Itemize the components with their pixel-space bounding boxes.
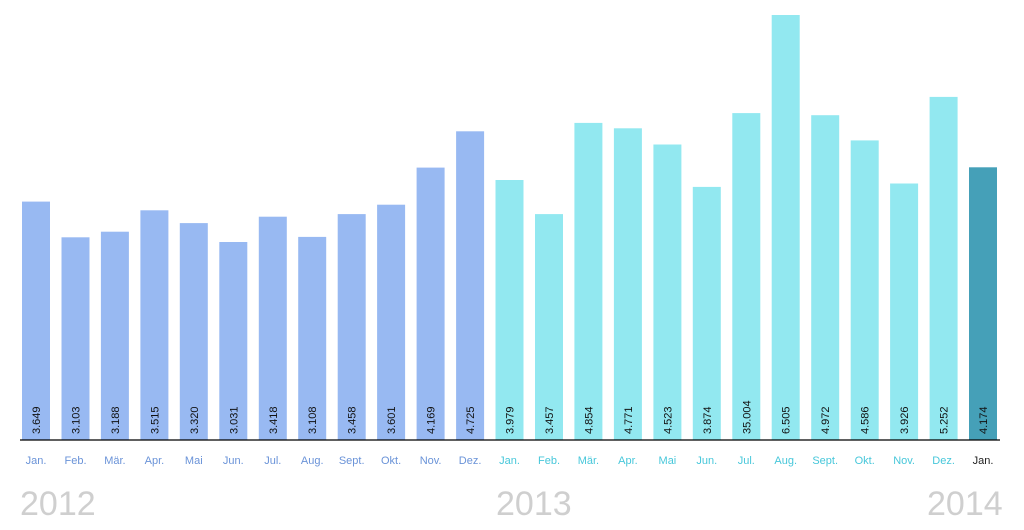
month-label: Jul. bbox=[264, 455, 281, 467]
value-label: 4.854 bbox=[583, 406, 595, 434]
value-label: 3.418 bbox=[268, 406, 280, 434]
month-label: Okt. bbox=[381, 455, 401, 467]
month-label: Jan. bbox=[499, 455, 520, 467]
year-label-2013: 2013 bbox=[496, 485, 572, 523]
value-label: 3.874 bbox=[702, 406, 714, 434]
month-label: Jun. bbox=[696, 455, 717, 467]
value-label: 3.103 bbox=[71, 406, 83, 434]
year-label-2012: 2012 bbox=[20, 485, 96, 523]
month-label: Okt. bbox=[855, 455, 875, 467]
bar bbox=[535, 214, 563, 440]
value-label: 4.972 bbox=[820, 406, 832, 434]
bar bbox=[850, 140, 879, 440]
value-label: 3.108 bbox=[307, 406, 319, 434]
bar bbox=[929, 96, 958, 441]
value-label: 3.031 bbox=[228, 406, 240, 434]
month-label: Dez. bbox=[932, 455, 955, 467]
bar bbox=[890, 183, 919, 440]
value-label: 4.771 bbox=[623, 406, 635, 434]
month-label: Aug. bbox=[301, 455, 324, 467]
value-label: 4.169 bbox=[426, 406, 438, 434]
month-label: Jul. bbox=[738, 455, 755, 467]
value-label: 3.979 bbox=[505, 406, 517, 434]
value-label: 35.004 bbox=[741, 400, 753, 434]
month-label: Nov. bbox=[420, 455, 442, 467]
bar bbox=[771, 15, 800, 440]
value-label: 6.505 bbox=[781, 406, 793, 434]
bar bbox=[337, 214, 366, 440]
month-label: Jan. bbox=[973, 455, 994, 467]
value-label: 3.649 bbox=[31, 406, 43, 434]
bar bbox=[219, 242, 248, 440]
value-label: 3.926 bbox=[899, 406, 911, 434]
bar bbox=[732, 113, 761, 440]
month-label: Jun. bbox=[223, 455, 244, 467]
bar bbox=[140, 210, 169, 440]
bar bbox=[298, 236, 327, 440]
bar bbox=[969, 167, 997, 441]
bar bbox=[574, 122, 603, 441]
bar bbox=[653, 144, 682, 440]
value-label: 4.586 bbox=[860, 406, 872, 434]
bar bbox=[377, 204, 406, 440]
value-label: 3.457 bbox=[544, 406, 556, 434]
month-label: Aug. bbox=[774, 455, 797, 467]
value-label: 3.188 bbox=[110, 406, 122, 434]
bar bbox=[258, 216, 287, 440]
bar bbox=[495, 180, 524, 440]
month-label: Mär. bbox=[578, 455, 599, 467]
value-label: 5.252 bbox=[939, 406, 951, 434]
value-label: 4.523 bbox=[662, 406, 674, 434]
bar bbox=[416, 167, 445, 440]
bar bbox=[61, 237, 90, 440]
value-label: 3.601 bbox=[386, 406, 398, 434]
month-label: Mai bbox=[185, 455, 203, 467]
bar bbox=[613, 128, 642, 441]
value-label: 3.458 bbox=[347, 406, 359, 434]
year-label-2014: 2014 bbox=[927, 485, 1003, 523]
bar bbox=[22, 201, 50, 440]
month-labels: Jan. Feb. Mär. Apr. Mai Jun. Jul. Aug. Sept. Okt.… bbox=[26, 455, 994, 467]
month-label: Sept. bbox=[812, 455, 838, 467]
bar bbox=[692, 186, 721, 440]
month-label: Apr. bbox=[618, 455, 638, 467]
value-labels: 3.649 3.103 3.188 3.515 3.320 3.031 3.418 3.108… bbox=[31, 400, 990, 434]
month-label: Jan. bbox=[26, 455, 47, 467]
month-label: Apr. bbox=[145, 455, 165, 467]
month-label: Mär. bbox=[104, 455, 125, 467]
bars bbox=[22, 15, 997, 441]
bar bbox=[811, 115, 840, 440]
bar bbox=[179, 223, 208, 440]
bar bbox=[456, 131, 485, 441]
month-label: Mai bbox=[659, 455, 677, 467]
month-label: Sept. bbox=[339, 455, 365, 467]
value-label: 4.174 bbox=[978, 406, 990, 434]
value-label: 3.320 bbox=[189, 406, 201, 434]
month-label: Feb. bbox=[538, 455, 560, 467]
value-label: 3.515 bbox=[149, 406, 161, 434]
value-label: 4.725 bbox=[465, 406, 477, 434]
month-label: Nov. bbox=[893, 455, 915, 467]
month-label: Feb. bbox=[64, 455, 86, 467]
bar bbox=[100, 231, 129, 440]
month-label: Dez. bbox=[459, 455, 482, 467]
